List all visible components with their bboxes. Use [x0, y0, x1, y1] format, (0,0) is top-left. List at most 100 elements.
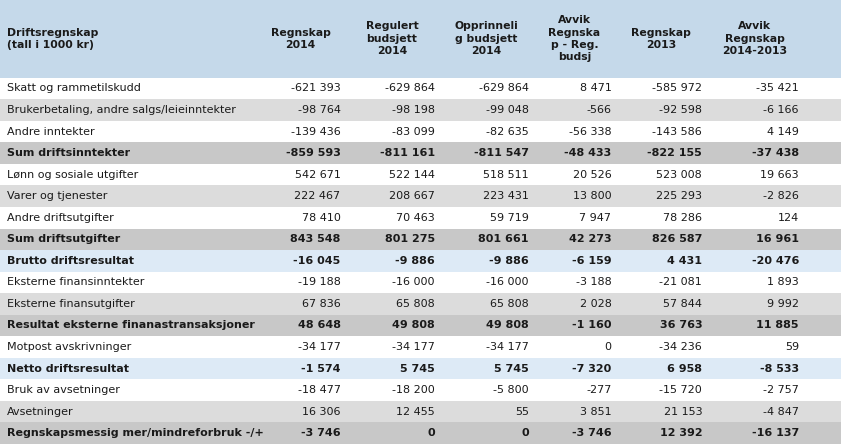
Bar	[0, 293, 841, 315]
Text: Regnskapsmessig mer/mindreforbruk -/+: Regnskapsmessig mer/mindreforbruk -/+	[7, 428, 263, 438]
Text: -811 161: -811 161	[379, 148, 435, 158]
Text: 48 648: 48 648	[298, 321, 341, 330]
Text: Bruk av avsetninger: Bruk av avsetninger	[7, 385, 119, 395]
Text: -621 393: -621 393	[291, 83, 341, 94]
Text: 124: 124	[778, 213, 799, 223]
Text: -18 200: -18 200	[392, 385, 435, 395]
Text: Skatt og rammetilskudd: Skatt og rammetilskudd	[7, 83, 140, 94]
Text: 20 526: 20 526	[573, 170, 611, 180]
Text: -1 574: -1 574	[301, 364, 341, 373]
Text: Regnskap
2013: Regnskap 2013	[631, 28, 691, 50]
Text: -48 433: -48 433	[564, 148, 611, 158]
Text: 542 671: 542 671	[294, 170, 341, 180]
Text: -15 720: -15 720	[659, 385, 702, 395]
Bar	[0, 250, 841, 272]
Text: Avsetninger: Avsetninger	[7, 407, 73, 416]
Text: 6 958: 6 958	[667, 364, 702, 373]
Text: 78 410: 78 410	[302, 213, 341, 223]
Text: -139 436: -139 436	[291, 127, 341, 137]
Text: Varer og tjenester: Varer og tjenester	[7, 191, 107, 201]
Text: 843 548: 843 548	[290, 234, 341, 244]
Text: 0: 0	[605, 342, 611, 352]
Text: 21 153: 21 153	[664, 407, 702, 416]
Text: 4 431: 4 431	[667, 256, 702, 266]
Bar	[0, 401, 841, 422]
Text: -34 177: -34 177	[392, 342, 435, 352]
Text: -3 746: -3 746	[572, 428, 611, 438]
Text: -2 826: -2 826	[763, 191, 799, 201]
Text: 801 275: 801 275	[384, 234, 435, 244]
Text: -143 586: -143 586	[653, 127, 702, 137]
Text: Sum driftsutgifter: Sum driftsutgifter	[7, 234, 120, 244]
Text: 65 808: 65 808	[396, 299, 435, 309]
Text: 11 885: 11 885	[756, 321, 799, 330]
Text: -859 593: -859 593	[286, 148, 341, 158]
Text: 4 149: 4 149	[767, 127, 799, 137]
Bar	[0, 272, 841, 293]
Text: -56 338: -56 338	[569, 127, 611, 137]
Text: -34 177: -34 177	[298, 342, 341, 352]
Text: -16 000: -16 000	[486, 278, 529, 287]
Text: Eksterne finansutgifter: Eksterne finansutgifter	[7, 299, 135, 309]
Text: -82 635: -82 635	[486, 127, 529, 137]
Text: -20 476: -20 476	[752, 256, 799, 266]
Text: -4 847: -4 847	[763, 407, 799, 416]
Text: -9 886: -9 886	[395, 256, 435, 266]
Text: -35 421: -35 421	[756, 83, 799, 94]
Text: 518 511: 518 511	[484, 170, 529, 180]
Text: Regnskap
2014: Regnskap 2014	[271, 28, 331, 50]
Text: 208 667: 208 667	[389, 191, 435, 201]
Text: 523 008: 523 008	[657, 170, 702, 180]
Text: Lønn og sosiale utgifter: Lønn og sosiale utgifter	[7, 170, 138, 180]
Text: 16 961: 16 961	[756, 234, 799, 244]
Text: 0: 0	[521, 428, 529, 438]
Text: 78 286: 78 286	[664, 213, 702, 223]
Text: 13 800: 13 800	[573, 191, 611, 201]
Text: 59: 59	[785, 342, 799, 352]
Text: -629 864: -629 864	[479, 83, 529, 94]
Text: 55: 55	[515, 407, 529, 416]
Text: Motpost avskrivninger: Motpost avskrivninger	[7, 342, 131, 352]
Text: 5 745: 5 745	[400, 364, 435, 373]
Bar	[0, 186, 841, 207]
Text: -9 886: -9 886	[489, 256, 529, 266]
Text: 57 844: 57 844	[664, 299, 702, 309]
Text: Avvik
Regnska
p - Reg.
budsj: Avvik Regnska p - Reg. budsj	[548, 15, 600, 63]
Text: Driftsregnskap
(tall i 1000 kr): Driftsregnskap (tall i 1000 kr)	[7, 28, 98, 50]
Text: Regulert
budsjett
2014: Regulert budsjett 2014	[366, 21, 418, 56]
Text: -19 188: -19 188	[298, 278, 341, 287]
Bar	[0, 143, 841, 164]
Text: 3 851: 3 851	[579, 407, 611, 416]
Bar	[0, 336, 841, 358]
Text: Resultat eksterne finanastransaksjoner: Resultat eksterne finanastransaksjoner	[7, 321, 255, 330]
Text: -585 972: -585 972	[653, 83, 702, 94]
Text: -98 198: -98 198	[392, 105, 435, 115]
Text: 19 663: 19 663	[760, 170, 799, 180]
Text: -822 155: -822 155	[648, 148, 702, 158]
Text: -3 746: -3 746	[301, 428, 341, 438]
Text: -37 438: -37 438	[752, 148, 799, 158]
Text: 70 463: 70 463	[396, 213, 435, 223]
Text: -566: -566	[586, 105, 611, 115]
Text: Sum driftsinntekter: Sum driftsinntekter	[7, 148, 130, 158]
Bar	[0, 229, 841, 250]
Text: -18 477: -18 477	[298, 385, 341, 395]
Text: 36 763: 36 763	[659, 321, 702, 330]
Text: 49 808: 49 808	[392, 321, 435, 330]
Text: -34 177: -34 177	[486, 342, 529, 352]
Bar	[0, 99, 841, 121]
Text: -811 547: -811 547	[474, 148, 529, 158]
Text: 49 808: 49 808	[486, 321, 529, 330]
Text: 7 947: 7 947	[579, 213, 611, 223]
Text: 0: 0	[427, 428, 435, 438]
Text: -5 800: -5 800	[494, 385, 529, 395]
Text: -1 160: -1 160	[572, 321, 611, 330]
Text: -7 320: -7 320	[572, 364, 611, 373]
Text: 16 306: 16 306	[302, 407, 341, 416]
Text: 2 028: 2 028	[579, 299, 611, 309]
Bar	[0, 121, 841, 143]
Text: 225 293: 225 293	[656, 191, 702, 201]
Text: Andre inntekter: Andre inntekter	[7, 127, 94, 137]
Text: 5 745: 5 745	[495, 364, 529, 373]
Text: -83 099: -83 099	[392, 127, 435, 137]
